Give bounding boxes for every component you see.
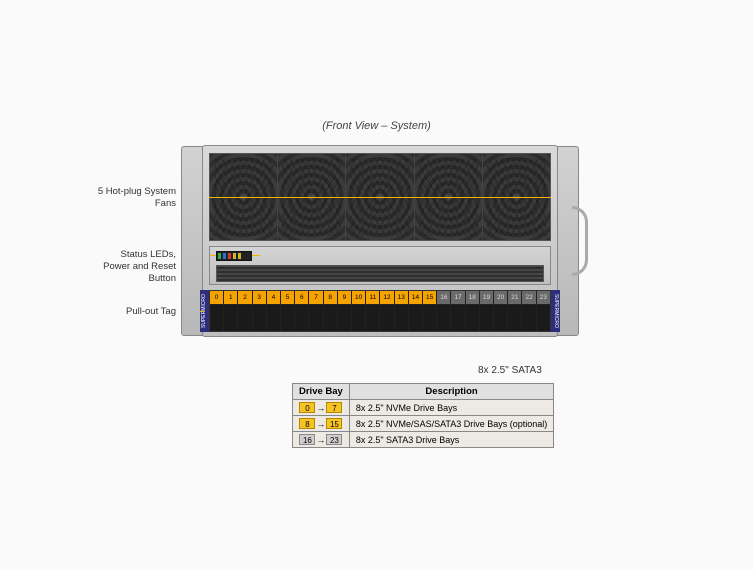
fan bbox=[483, 154, 550, 240]
subtitle: 8x 2.5" SATA3 bbox=[478, 365, 542, 376]
drive-bay: 8 bbox=[324, 291, 338, 331]
drive-bay: 15 bbox=[423, 291, 437, 331]
legend-row: 16→238x 2.5" SATA3 Drive Bays bbox=[293, 432, 554, 448]
callout-fans-text: 5 Hot-plug System Fans bbox=[92, 186, 182, 210]
legend-row: 8→158x 2.5" NVMe/SAS/SATA3 Drive Bays (o… bbox=[293, 416, 554, 432]
fan-row bbox=[209, 153, 551, 241]
drive-bay: 20 bbox=[494, 291, 508, 331]
drive-bay: 5 bbox=[281, 291, 295, 331]
rack-ear-right bbox=[557, 146, 579, 336]
drive-bay: 0 bbox=[210, 291, 224, 331]
drive-bay: 18 bbox=[466, 291, 480, 331]
brand-tag-right: SUPERMICRO bbox=[551, 290, 560, 332]
drive-bay-legend: Drive Bay Description 0→78x 2.5" NVMe Dr… bbox=[292, 383, 554, 448]
callout-tag-text: Pull-out Tag bbox=[92, 306, 182, 318]
drive-bay: 13 bbox=[395, 291, 409, 331]
status-leds bbox=[216, 251, 252, 261]
fan bbox=[346, 154, 414, 240]
vent-grille bbox=[216, 265, 544, 282]
drive-bay: 6 bbox=[295, 291, 309, 331]
drive-bay: 11 bbox=[366, 291, 380, 331]
drive-bay: 14 bbox=[409, 291, 423, 331]
fan bbox=[278, 154, 346, 240]
drive-bay: 17 bbox=[451, 291, 465, 331]
drive-bay: 10 bbox=[352, 291, 366, 331]
drive-bay: 1 bbox=[224, 291, 238, 331]
callout-status-text: Status LEDs, Power and Reset Button bbox=[92, 249, 182, 285]
drive-bay: 21 bbox=[508, 291, 522, 331]
drive-bay: 23 bbox=[537, 291, 550, 331]
drive-bay: 22 bbox=[522, 291, 536, 331]
drive-bay: 19 bbox=[480, 291, 494, 331]
drive-bay: 2 bbox=[238, 291, 252, 331]
drive-bay: 16 bbox=[437, 291, 451, 331]
fan bbox=[415, 154, 483, 240]
view-title: (Front View – System) bbox=[322, 120, 431, 132]
drive-bay: 3 bbox=[253, 291, 267, 331]
server-chassis: SUPERMICRO SUPERMICRO 012345678910111213… bbox=[202, 145, 558, 337]
legend-header-bay: Drive Bay bbox=[293, 384, 350, 400]
drive-bay: 7 bbox=[309, 291, 323, 331]
drive-bay-row: 01234567891011121314151617181920212223 bbox=[209, 290, 551, 332]
legend-row: 0→78x 2.5" NVMe Drive Bays bbox=[293, 400, 554, 416]
control-strip bbox=[209, 246, 551, 285]
drive-bay: 9 bbox=[338, 291, 352, 331]
legend-header-desc: Description bbox=[349, 384, 553, 400]
drive-bay: 4 bbox=[267, 291, 281, 331]
fan bbox=[210, 154, 278, 240]
drive-bay: 12 bbox=[380, 291, 394, 331]
